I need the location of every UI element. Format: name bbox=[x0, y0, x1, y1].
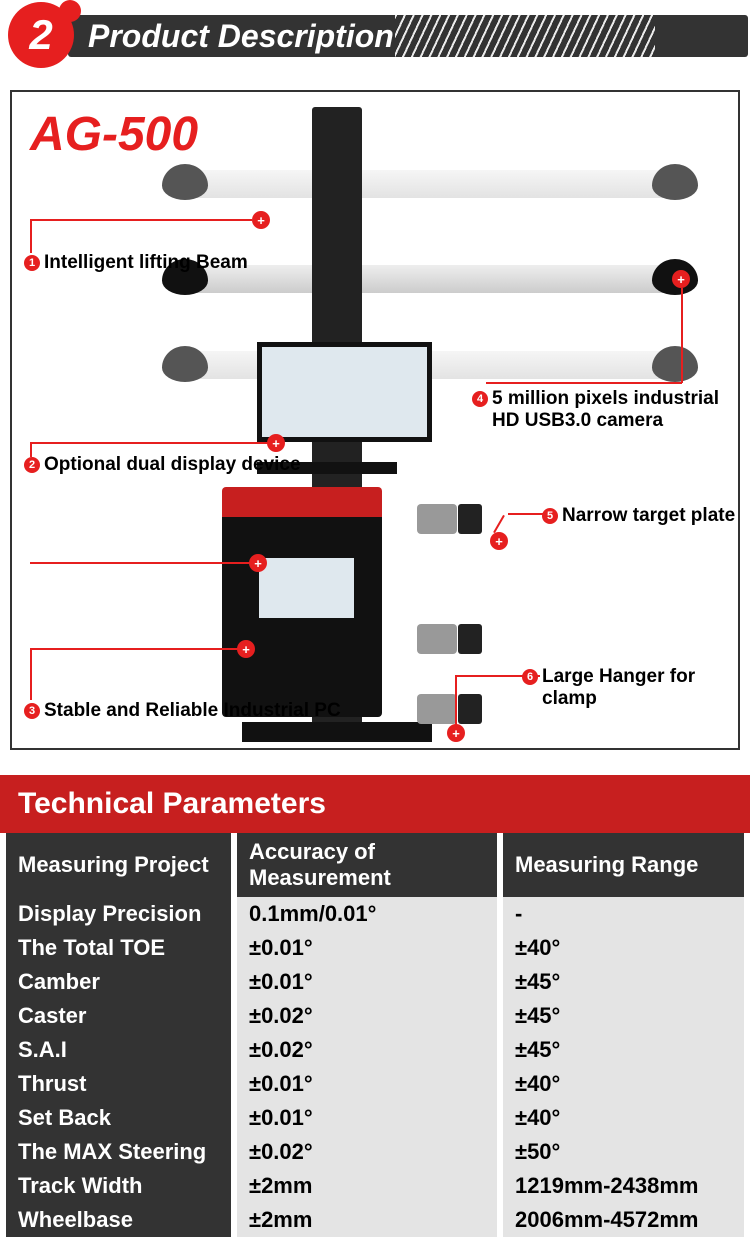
table-cell: ±40° bbox=[503, 931, 744, 965]
callout-num: 3 bbox=[24, 703, 40, 719]
section-number-badge: 2 bbox=[8, 2, 74, 68]
table-cell: Thrust bbox=[6, 1067, 231, 1101]
table-cell: Camber bbox=[6, 965, 231, 999]
table-cell: ±0.01° bbox=[237, 1101, 497, 1135]
callout-3: 3 Stable and Reliable Industrial PC bbox=[24, 700, 341, 722]
callout-text: Optional dual display device bbox=[44, 454, 301, 476]
table-cell: Wheelbase bbox=[6, 1203, 231, 1237]
callout-num: 5 bbox=[542, 508, 558, 524]
table-col-header: Measuring Range bbox=[503, 833, 744, 897]
table-cell: ±45° bbox=[503, 965, 744, 999]
table-cell: 2006mm-4572mm bbox=[503, 1203, 744, 1237]
marker-icon: + bbox=[237, 640, 255, 658]
callout-num: 6 bbox=[522, 669, 538, 685]
header-hatch bbox=[395, 15, 655, 57]
table-row: S.A.I±0.02°±45° bbox=[6, 1033, 744, 1067]
table-cell: S.A.I bbox=[6, 1033, 231, 1067]
table-cell: 0.1mm/0.01° bbox=[237, 897, 497, 931]
table-col-header: Accuracy of Measurement bbox=[237, 833, 497, 897]
callout-num: 4 bbox=[472, 391, 488, 407]
table-row: Camber±0.01°±45° bbox=[6, 965, 744, 999]
tech-params-table: Measuring Project Accuracy of Measuremen… bbox=[0, 833, 750, 1237]
callout-num: 2 bbox=[24, 457, 40, 473]
table-row: The MAX Steering±0.02°±50° bbox=[6, 1135, 744, 1169]
table-cell: ±2mm bbox=[237, 1169, 497, 1203]
table-cell: Caster bbox=[6, 999, 231, 1033]
tech-params-header: Technical Parameters bbox=[0, 775, 750, 833]
table-cell: Set Back bbox=[6, 1101, 231, 1135]
table-row: Caster±0.02°±45° bbox=[6, 999, 744, 1033]
table-cell: The Total TOE bbox=[6, 931, 231, 965]
table-row: Wheelbase±2mm2006mm-4572mm bbox=[6, 1203, 744, 1237]
section-header: 2 Product Description bbox=[0, 0, 750, 72]
table-cell: The MAX Steering bbox=[6, 1135, 231, 1169]
table-cell: ±2mm bbox=[237, 1203, 497, 1237]
marker-icon: + bbox=[447, 724, 465, 742]
table-row: Track Width±2mm1219mm-2438mm bbox=[6, 1169, 744, 1203]
marker-icon: + bbox=[672, 270, 690, 288]
table-cell: ±0.01° bbox=[237, 931, 497, 965]
callout-text: Intelligent lifting Beam bbox=[44, 252, 248, 274]
section-title: Product Description bbox=[88, 18, 394, 55]
table-cell: ±0.01° bbox=[237, 965, 497, 999]
marker-icon: + bbox=[490, 532, 508, 550]
callout-6: 6 Large Hanger for clamp bbox=[522, 666, 738, 710]
callout-text: Stable and Reliable Industrial PC bbox=[44, 700, 341, 722]
marker-icon: + bbox=[267, 434, 285, 452]
table-row: The Total TOE±0.01°±40° bbox=[6, 931, 744, 965]
table-cell: 1219mm-2438mm bbox=[503, 1169, 744, 1203]
product-diagram: AG-500 + + + + bbox=[10, 90, 740, 750]
table-cell: ±0.02° bbox=[237, 1033, 497, 1067]
table-cell: ±45° bbox=[503, 1033, 744, 1067]
table-cell: ±0.02° bbox=[237, 999, 497, 1033]
marker-icon: + bbox=[249, 554, 267, 572]
table-cell: ±0.01° bbox=[237, 1067, 497, 1101]
callout-2: 2 Optional dual display device bbox=[24, 454, 301, 476]
table-row: Display Precision0.1mm/0.01°- bbox=[6, 897, 744, 931]
table-row: Thrust±0.01°±40° bbox=[6, 1067, 744, 1101]
table-cell: ±45° bbox=[503, 999, 744, 1033]
marker-icon: + bbox=[252, 211, 270, 229]
table-cell: ±40° bbox=[503, 1101, 744, 1135]
table-cell: ±0.02° bbox=[237, 1135, 497, 1169]
table-cell: - bbox=[503, 897, 744, 931]
callout-text: 5 million pixels industrial HD USB3.0 ca… bbox=[492, 388, 722, 432]
table-cell: Display Precision bbox=[6, 897, 231, 931]
callout-num: 1 bbox=[24, 255, 40, 271]
callout-text: Narrow target plate bbox=[562, 505, 735, 527]
callout-text: Large Hanger for clamp bbox=[542, 666, 738, 710]
callout-1: 1 Intelligent lifting Beam bbox=[24, 252, 248, 274]
callout-5: 5 Narrow target plate bbox=[542, 505, 735, 527]
table-row: Set Back±0.01°±40° bbox=[6, 1101, 744, 1135]
table-col-header: Measuring Project bbox=[6, 833, 231, 897]
table-cell: ±40° bbox=[503, 1067, 744, 1101]
table-cell: ±50° bbox=[503, 1135, 744, 1169]
callout-4: 4 5 million pixels industrial HD USB3.0 … bbox=[472, 388, 722, 432]
table-cell: Track Width bbox=[6, 1169, 231, 1203]
